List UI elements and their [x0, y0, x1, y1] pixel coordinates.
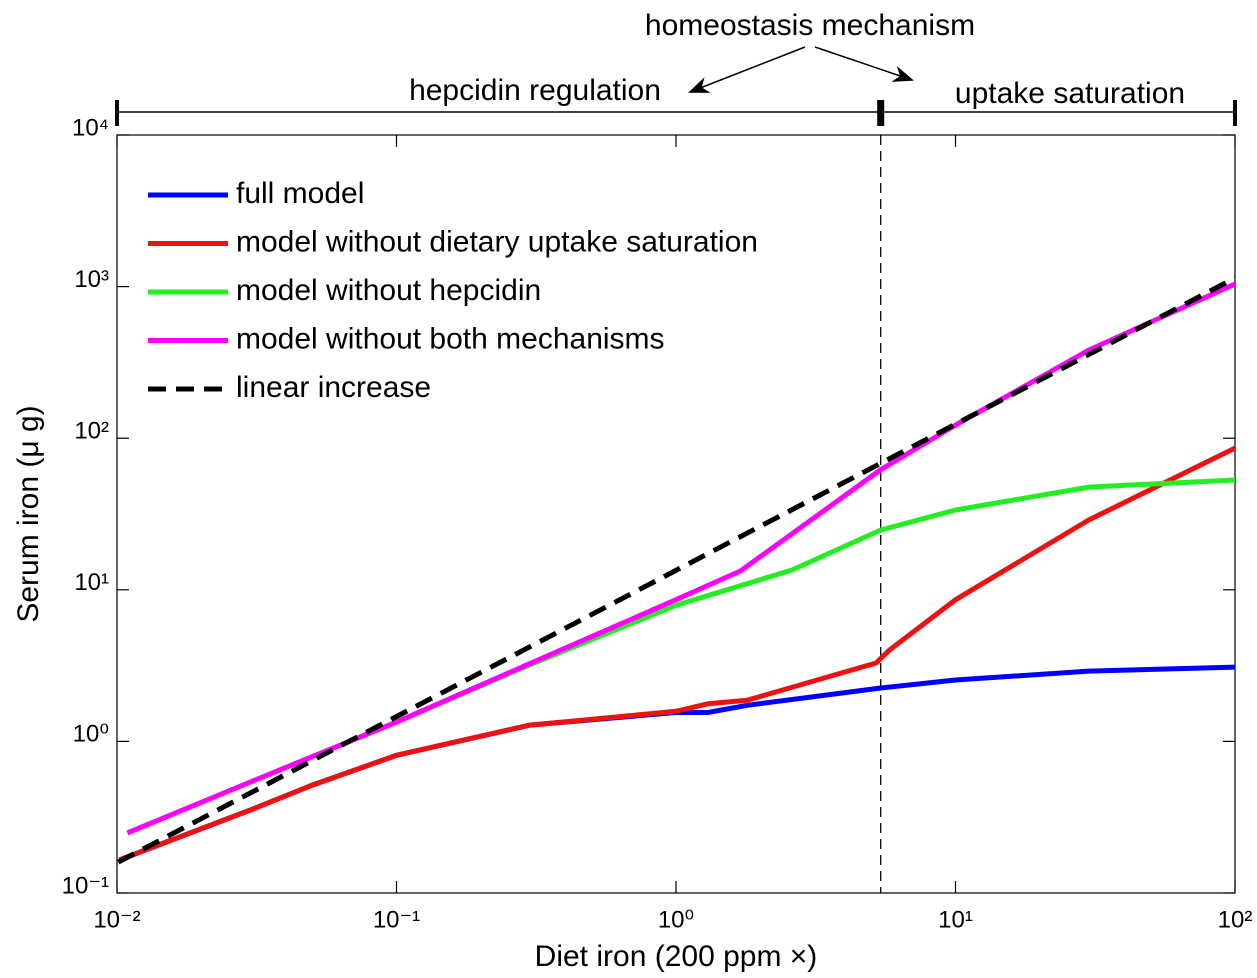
legend-label: model without both mechanisms	[236, 322, 665, 355]
legend-label: model without hepcidin	[236, 274, 541, 307]
x-tick-label: 10⁻²	[93, 906, 140, 933]
y-tick-label: 10⁴	[72, 114, 109, 141]
y-tick-label: 10³	[74, 266, 109, 293]
y-axis-label: Serum iron (μ g)	[12, 405, 45, 622]
series-line	[118, 664, 1235, 863]
annotation-arrow	[688, 46, 806, 93]
annotation-left-region: hepcidin regulation	[409, 74, 661, 107]
x-tick-label: 10⁰	[658, 906, 694, 933]
y-tick-label: 10⁻¹	[62, 872, 109, 899]
annotation-arrow	[814, 46, 914, 82]
x-axis-label: Diet iron (200 ppm ×)	[535, 940, 818, 973]
y-tick-label: 10²	[74, 418, 109, 445]
x-tick-label: 10²	[1218, 906, 1253, 933]
y-tick-label: 10⁰	[73, 721, 109, 748]
series-line	[118, 445, 1235, 863]
y-tick-label: 10¹	[74, 569, 109, 596]
legend-label: full model	[236, 177, 364, 210]
annotation-right-region: uptake saturation	[955, 77, 1185, 110]
x-tick-label: 10¹	[938, 906, 973, 933]
legend-label: model without dietary uptake saturation	[236, 225, 758, 258]
series-line	[117, 275, 1235, 865]
annotation-mechanism: homeostasis mechanism	[645, 9, 975, 42]
x-tick-label: 10⁻¹	[373, 906, 420, 933]
legend-label: linear increase	[236, 371, 431, 404]
